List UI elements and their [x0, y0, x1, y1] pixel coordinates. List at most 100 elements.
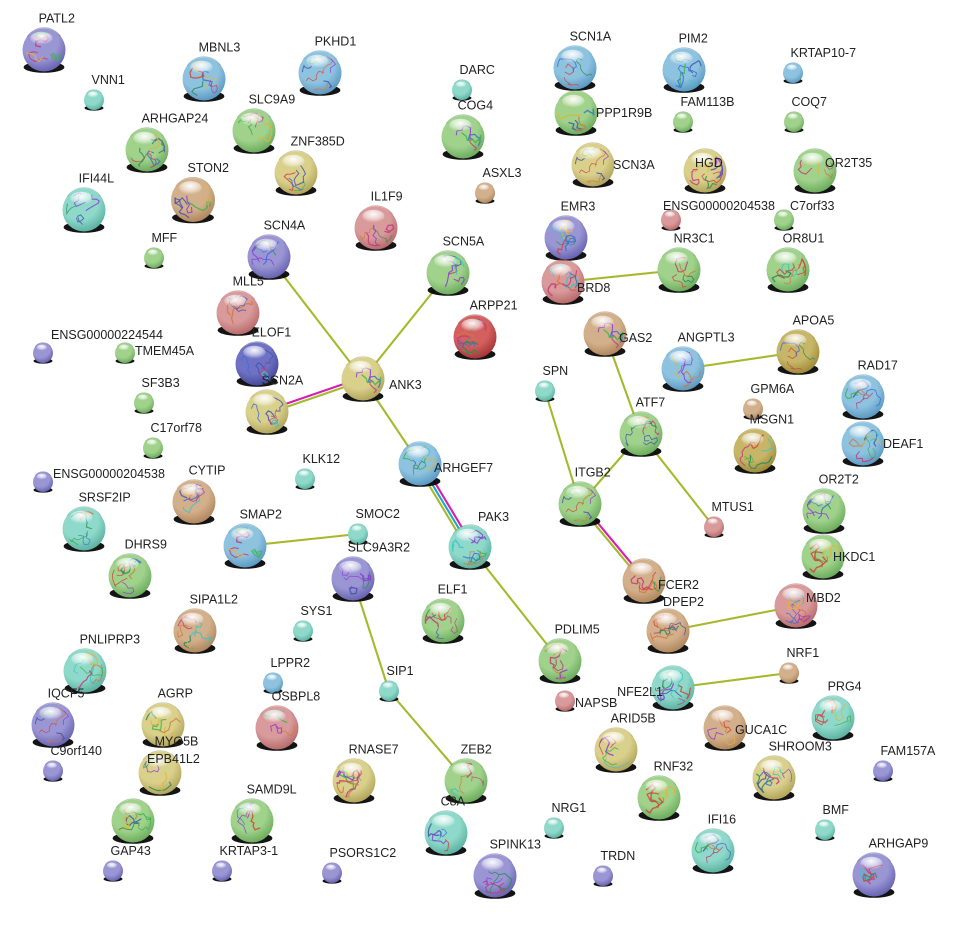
- svg-text:EMR3: EMR3: [561, 200, 596, 214]
- svg-text:APOA5: APOA5: [793, 314, 835, 328]
- svg-text:OR8U1: OR8U1: [783, 232, 825, 246]
- svg-text:DARC: DARC: [460, 63, 495, 77]
- svg-text:RNF32: RNF32: [654, 760, 694, 774]
- svg-text:ANK3: ANK3: [389, 378, 422, 392]
- svg-text:NAPSB: NAPSB: [575, 696, 617, 710]
- svg-text:ELF1: ELF1: [438, 583, 468, 597]
- svg-text:SMOC2: SMOC2: [356, 507, 401, 521]
- svg-text:SLC9A9: SLC9A9: [249, 93, 296, 107]
- svg-text:VNN1: VNN1: [92, 73, 125, 87]
- svg-text:C17orf78: C17orf78: [151, 421, 202, 435]
- svg-text:OR2T2: OR2T2: [819, 473, 859, 487]
- svg-text:MBD2: MBD2: [806, 591, 841, 605]
- svg-text:PPP1R9B: PPP1R9B: [596, 106, 652, 120]
- svg-text:RNASE7: RNASE7: [349, 743, 399, 757]
- svg-text:MSGN1: MSGN1: [750, 413, 795, 427]
- svg-text:COQ7: COQ7: [792, 95, 827, 109]
- svg-text:PATL2: PATL2: [39, 12, 75, 26]
- svg-text:PRG4: PRG4: [828, 680, 862, 694]
- svg-text:FAM113B: FAM113B: [681, 95, 735, 109]
- svg-text:SCN1A: SCN1A: [570, 30, 612, 44]
- svg-text:ELOF1: ELOF1: [252, 326, 292, 340]
- svg-text:ANGPTL3: ANGPTL3: [678, 331, 735, 345]
- svg-text:GAS2: GAS2: [619, 331, 652, 345]
- svg-text:MBNL3: MBNL3: [199, 41, 241, 55]
- svg-text:C8A: C8A: [441, 795, 466, 809]
- svg-text:PDLIM5: PDLIM5: [555, 623, 600, 637]
- svg-text:C9orf140: C9orf140: [51, 744, 102, 758]
- svg-text:C7orf33: C7orf33: [790, 199, 835, 213]
- svg-text:SRSF2IP: SRSF2IP: [79, 491, 131, 505]
- svg-text:EPB41L2: EPB41L2: [147, 752, 200, 766]
- svg-text:OSBPL8: OSBPL8: [272, 690, 321, 704]
- svg-text:KRTAP3-1: KRTAP3-1: [220, 844, 279, 858]
- svg-text:ARPP21: ARPP21: [470, 299, 518, 313]
- svg-text:SCN3A: SCN3A: [613, 158, 655, 172]
- svg-text:KLK12: KLK12: [303, 452, 341, 466]
- svg-text:BRD8: BRD8: [577, 281, 610, 295]
- svg-text:SHROOM3: SHROOM3: [769, 740, 832, 754]
- svg-text:ARID5B: ARID5B: [611, 712, 656, 726]
- svg-text:ENSG00000204538: ENSG00000204538: [663, 199, 775, 213]
- svg-text:IFI44L: IFI44L: [79, 172, 114, 186]
- svg-text:GUCA1C: GUCA1C: [735, 723, 787, 737]
- svg-text:DEAF1: DEAF1: [883, 437, 923, 451]
- svg-text:ARHGAP9: ARHGAP9: [869, 837, 929, 851]
- svg-text:COG4: COG4: [458, 99, 493, 113]
- svg-text:AGRP: AGRP: [158, 687, 193, 701]
- svg-text:FCER2: FCER2: [658, 578, 699, 592]
- svg-text:MYO5B: MYO5B: [155, 735, 199, 749]
- svg-text:ARHGAP24: ARHGAP24: [142, 112, 209, 126]
- svg-text:FAM157A: FAM157A: [881, 744, 937, 758]
- svg-text:ENSG00000204538: ENSG00000204538: [53, 467, 165, 481]
- svg-text:SMAP2: SMAP2: [240, 508, 282, 522]
- svg-text:NRG1: NRG1: [552, 801, 587, 815]
- svg-text:SCN4A: SCN4A: [264, 219, 306, 233]
- svg-text:PIM2: PIM2: [679, 32, 708, 46]
- svg-text:SLC9A3R2: SLC9A3R2: [348, 541, 411, 555]
- svg-text:SF3B3: SF3B3: [142, 376, 180, 390]
- svg-text:BMF: BMF: [823, 803, 850, 817]
- svg-text:OR2T35: OR2T35: [825, 156, 872, 170]
- svg-text:IFI16: IFI16: [708, 813, 737, 827]
- svg-text:PKHD1: PKHD1: [315, 35, 357, 49]
- svg-text:ZEB2: ZEB2: [461, 743, 492, 757]
- svg-text:MTUS1: MTUS1: [712, 500, 754, 514]
- svg-text:NFE2L1: NFE2L1: [617, 685, 663, 699]
- svg-text:KRTAP10-7: KRTAP10-7: [791, 46, 857, 60]
- svg-text:SIPA1L2: SIPA1L2: [190, 593, 238, 607]
- svg-text:MLL5: MLL5: [233, 275, 264, 289]
- svg-text:GAP43: GAP43: [111, 844, 151, 858]
- svg-text:SYS1: SYS1: [301, 604, 333, 618]
- svg-text:DPEP2: DPEP2: [663, 595, 704, 609]
- svg-text:IL1F9: IL1F9: [371, 190, 403, 204]
- svg-text:TRDN: TRDN: [601, 849, 636, 863]
- svg-text:SPN: SPN: [543, 364, 569, 378]
- svg-text:ITGB2: ITGB2: [575, 466, 611, 480]
- svg-text:ATF7: ATF7: [636, 396, 666, 410]
- svg-text:DHRS9: DHRS9: [125, 538, 167, 552]
- svg-text:PSORS1C2: PSORS1C2: [330, 846, 397, 860]
- svg-text:SCN2A: SCN2A: [262, 374, 304, 388]
- svg-text:NR3C1: NR3C1: [674, 232, 715, 246]
- svg-text:SPINK13: SPINK13: [490, 838, 541, 852]
- svg-text:PNLIPRP3: PNLIPRP3: [80, 633, 140, 647]
- svg-text:HGD: HGD: [695, 156, 723, 170]
- svg-text:TMEM45A: TMEM45A: [135, 344, 195, 358]
- svg-text:ASXL3: ASXL3: [483, 166, 522, 180]
- svg-text:IQCF5: IQCF5: [48, 687, 85, 701]
- svg-text:RAD17: RAD17: [858, 359, 898, 373]
- svg-text:GPM6A: GPM6A: [751, 382, 795, 396]
- svg-text:NRF1: NRF1: [787, 646, 820, 660]
- svg-text:LPPR2: LPPR2: [271, 656, 311, 670]
- svg-text:SAMD9L: SAMD9L: [247, 783, 297, 797]
- svg-text:STON2: STON2: [188, 161, 229, 175]
- svg-text:CYTIP: CYTIP: [189, 464, 226, 478]
- svg-text:MFF: MFF: [152, 231, 178, 245]
- svg-text:SIP1: SIP1: [387, 664, 414, 678]
- svg-text:PAK3: PAK3: [478, 510, 509, 524]
- svg-text:HKDC1: HKDC1: [833, 550, 875, 564]
- svg-text:ZNF385D: ZNF385D: [291, 135, 345, 149]
- svg-text:ARHGEF7: ARHGEF7: [434, 461, 493, 475]
- svg-text:ENSG00000224544: ENSG00000224544: [51, 328, 163, 342]
